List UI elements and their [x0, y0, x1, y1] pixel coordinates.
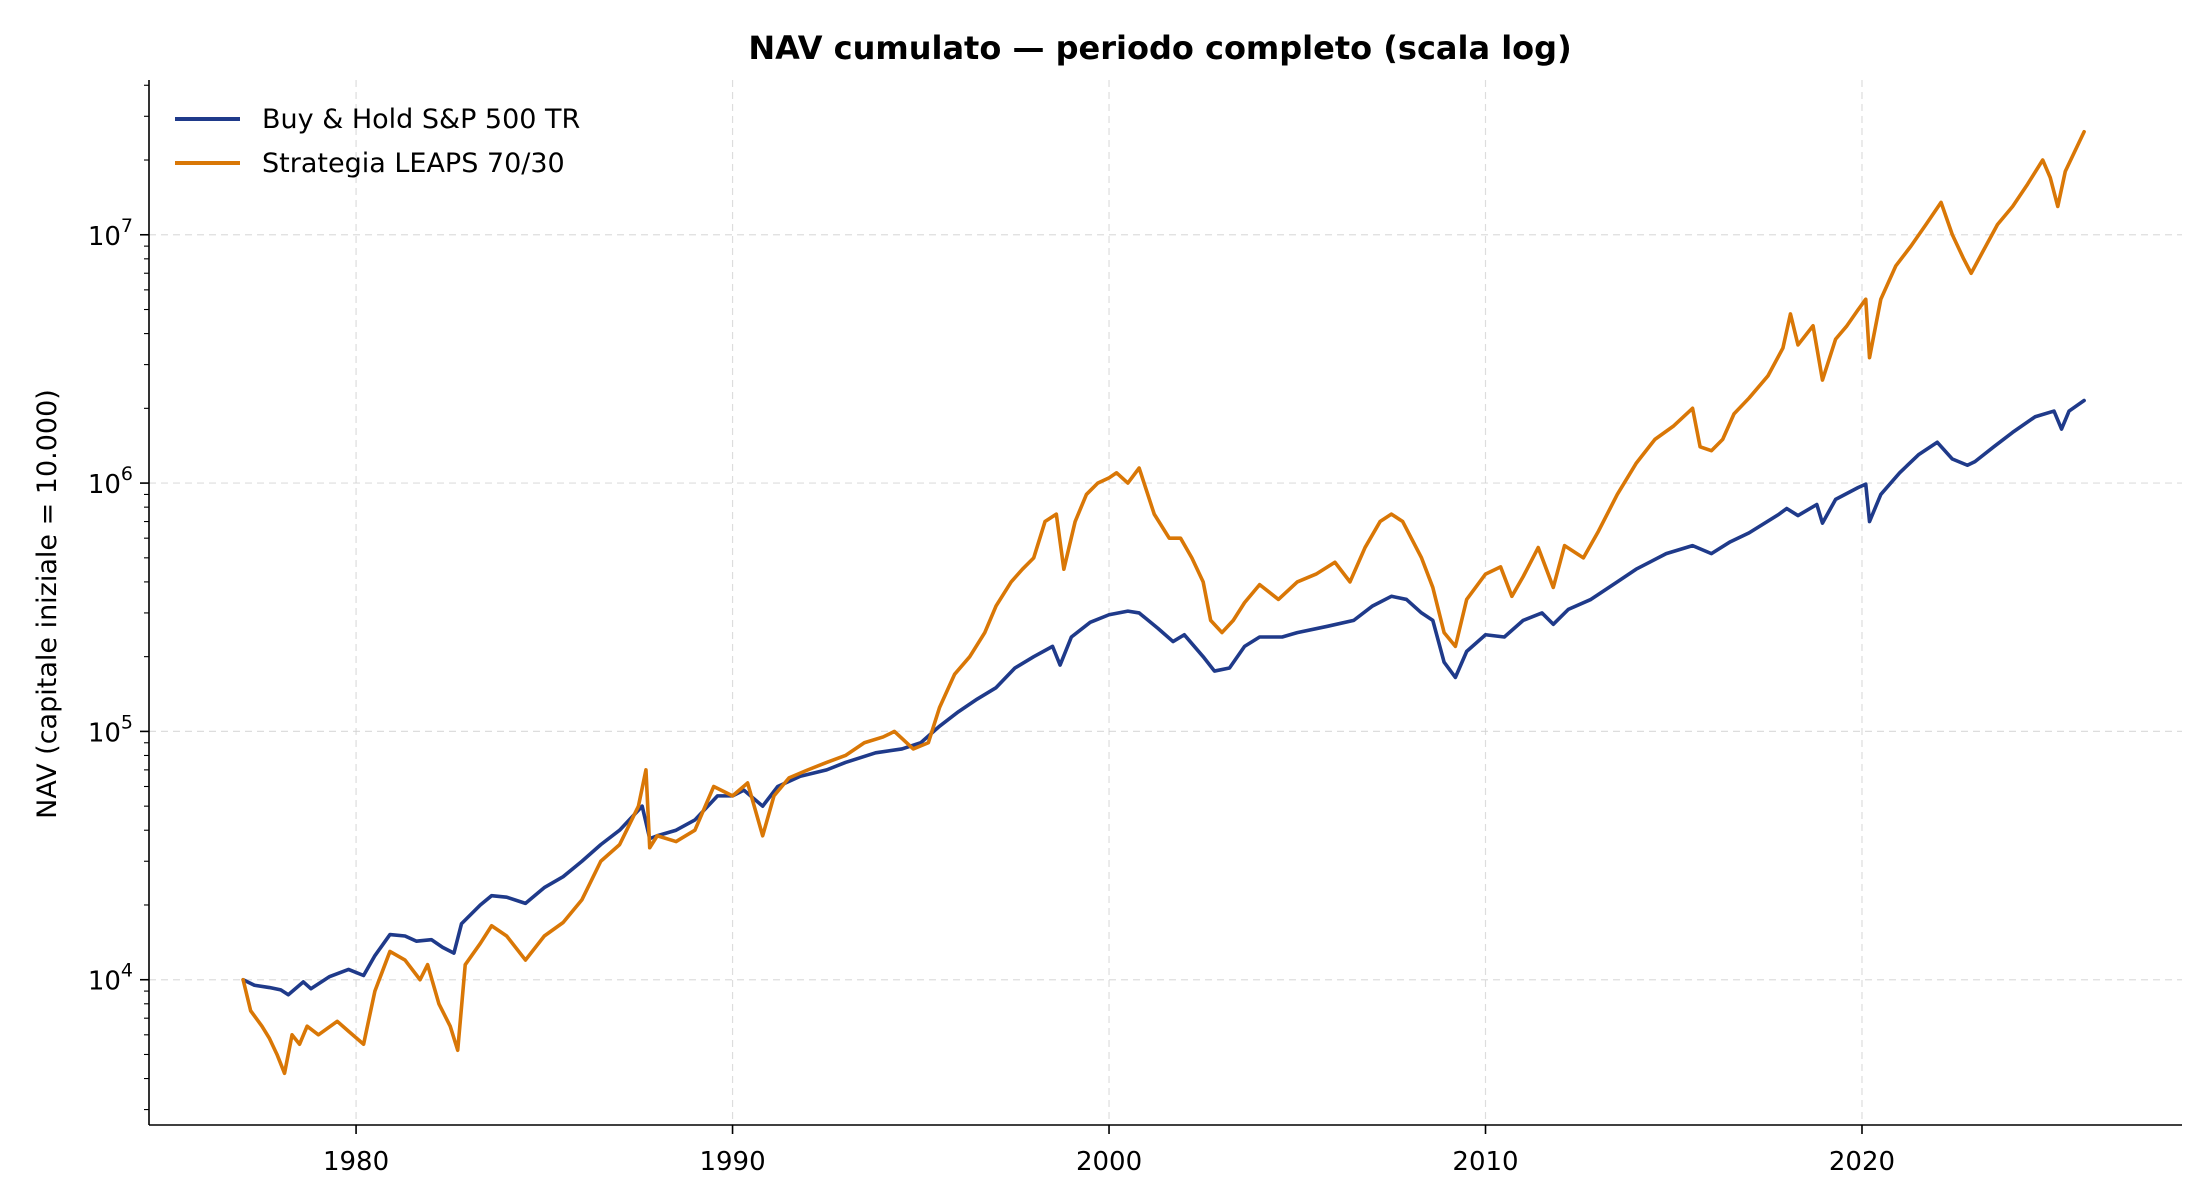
y-tick-label-1000000: 106 [88, 463, 133, 500]
y-tick-label-100000: 105 [88, 711, 133, 748]
axes: 1980 1990 2000 2010 2020 104 105 106 107 [88, 80, 2182, 1177]
y-tick-label-10000000: 107 [88, 215, 133, 252]
legend-label-leaps: Strategia LEAPS 70/30 [262, 148, 565, 179]
grid [149, 80, 2182, 1125]
x-tick-label-1980: 1980 [323, 1147, 389, 1177]
series-line-leaps [241, 129, 2086, 1076]
x-tick-label-2020: 2020 [1829, 1147, 1895, 1177]
x-tick-label-2010: 2010 [1452, 1147, 1518, 1177]
y-tick-label-10000: 104 [88, 960, 133, 997]
series-layer [241, 129, 2086, 1076]
legend-label-buy-hold: Buy & Hold S&P 500 TR [262, 104, 580, 135]
series-line-buy-hold [241, 398, 2086, 997]
x-tick-label-1990: 1990 [699, 1147, 765, 1177]
legend: Buy & Hold S&P 500 TR Strategia LEAPS 70… [175, 104, 580, 179]
plot-area: 1980 1990 2000 2010 2020 104 105 106 107 [88, 80, 2182, 1177]
chart-title: NAV cumulato — periodo completo (scala l… [748, 29, 1571, 67]
y-axis-label: NAV (capitale iniziale = 10.000) [32, 389, 63, 819]
x-tick-label-2000: 2000 [1076, 1147, 1142, 1177]
